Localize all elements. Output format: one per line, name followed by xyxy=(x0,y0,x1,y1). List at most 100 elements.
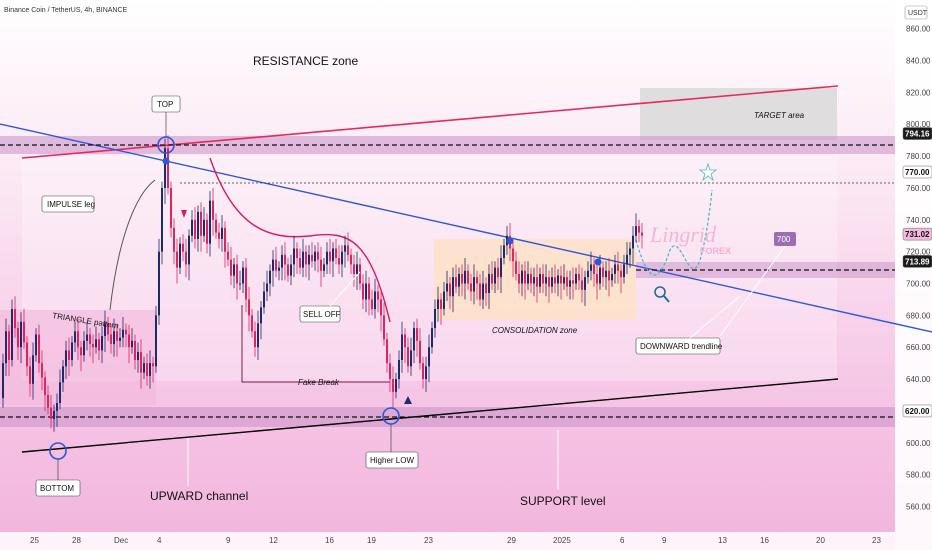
candle-body xyxy=(518,273,520,284)
candle-body xyxy=(32,355,34,384)
candle-body xyxy=(161,187,163,252)
candle-body xyxy=(14,309,16,329)
candle-body xyxy=(218,232,220,239)
candle-body xyxy=(236,264,238,284)
candle-body xyxy=(371,299,373,310)
candle-body xyxy=(230,259,232,276)
candle-body xyxy=(542,273,544,284)
impulse-leg-label: IMPULSE leg xyxy=(47,200,95,209)
sell-off-label-box xyxy=(299,305,341,323)
resistance-zone-label: RESISTANCE zone xyxy=(253,54,358,68)
candle-body xyxy=(266,283,268,292)
candle-body xyxy=(47,395,49,408)
top-label: TOP xyxy=(157,100,173,109)
time-axis[interactable] xyxy=(0,532,895,550)
candle-body xyxy=(239,283,241,285)
candle-body xyxy=(410,350,412,367)
x-tick-label: 28 xyxy=(72,536,81,545)
candle-body xyxy=(131,340,133,348)
touch-point-2 xyxy=(506,237,514,245)
lingrid-forex-logo: FOREX xyxy=(700,246,731,256)
candle-body xyxy=(389,363,391,380)
candle-body xyxy=(260,307,262,324)
candle-body xyxy=(500,258,502,278)
impulse-label-box xyxy=(41,195,95,213)
downward-arrow xyxy=(689,295,741,339)
candle-body xyxy=(578,273,580,281)
candle-body xyxy=(140,352,142,373)
candle-body xyxy=(152,363,154,367)
sell-off-label: SELL OFF xyxy=(303,310,341,319)
candle-body xyxy=(572,280,574,284)
bottom-label: BOTTOM xyxy=(40,484,74,493)
y-tick-label: 780.00 xyxy=(906,152,931,161)
candle-body xyxy=(107,323,109,335)
candle-body xyxy=(452,277,454,297)
candle-body xyxy=(92,344,94,348)
up-arrow-icon xyxy=(404,396,412,404)
currency-label: USDT xyxy=(908,10,928,17)
candle-body xyxy=(338,258,340,265)
candle-body xyxy=(227,251,229,260)
candle-body xyxy=(380,299,382,316)
candle-body xyxy=(200,211,202,236)
candle-body xyxy=(440,299,442,310)
touch-point-3 xyxy=(594,258,602,266)
x-tick-label: Dec xyxy=(114,536,128,545)
target-star-icon xyxy=(698,162,718,182)
candle-body xyxy=(41,363,43,378)
candle-body xyxy=(575,273,577,284)
candle-body xyxy=(392,379,394,392)
candle-body xyxy=(155,315,157,367)
candle-body xyxy=(197,211,199,239)
candle-body xyxy=(38,334,40,364)
candle-body xyxy=(263,291,265,308)
y-tick-label: 700.00 xyxy=(906,280,931,289)
level-700-badge xyxy=(774,232,796,246)
candle-body xyxy=(341,251,343,265)
symbol-title: Binance Coin / TetherUS, 4h, BINANCE xyxy=(4,7,128,14)
candle-body xyxy=(635,226,637,236)
candle-body xyxy=(2,363,4,399)
candle-body xyxy=(374,291,376,310)
candle-body xyxy=(110,334,112,345)
candle-body xyxy=(116,331,118,341)
candle-body xyxy=(443,291,445,310)
magnifier-icon xyxy=(654,286,666,298)
candle-body xyxy=(560,275,562,284)
candle-body xyxy=(413,328,415,351)
price-marker-label: 713.89 xyxy=(905,257,930,266)
candle-body xyxy=(245,267,247,300)
level-700-label: 700 xyxy=(777,235,791,244)
candle-body xyxy=(482,283,484,300)
candle-body xyxy=(314,251,316,262)
candle-body xyxy=(320,259,322,271)
candle-body xyxy=(554,277,556,284)
candle-body xyxy=(536,277,538,287)
candle-body xyxy=(86,334,88,341)
candle-body xyxy=(251,315,253,332)
candle-body xyxy=(299,258,301,268)
candle-body xyxy=(557,275,559,284)
consolidation-zone-label: CONSOLIDATION zone xyxy=(492,326,578,335)
candle-body xyxy=(122,329,124,338)
candle-body xyxy=(191,219,193,236)
candle-body xyxy=(281,254,283,268)
candle-body xyxy=(23,321,25,343)
candle-body xyxy=(146,363,148,376)
price-axis[interactable] xyxy=(895,0,932,550)
candle-body xyxy=(302,251,304,268)
candle-body xyxy=(68,350,70,360)
candle-body xyxy=(497,267,499,278)
candle-body xyxy=(623,264,625,278)
candle-body xyxy=(473,277,475,292)
sell-off-curve xyxy=(209,157,391,323)
currency-badge[interactable] xyxy=(904,5,928,20)
candle-body xyxy=(176,251,178,268)
y-tick-label: 720.00 xyxy=(906,248,931,257)
candle-body xyxy=(26,342,28,367)
candle-body xyxy=(539,273,541,287)
target-area-zone xyxy=(640,88,837,140)
